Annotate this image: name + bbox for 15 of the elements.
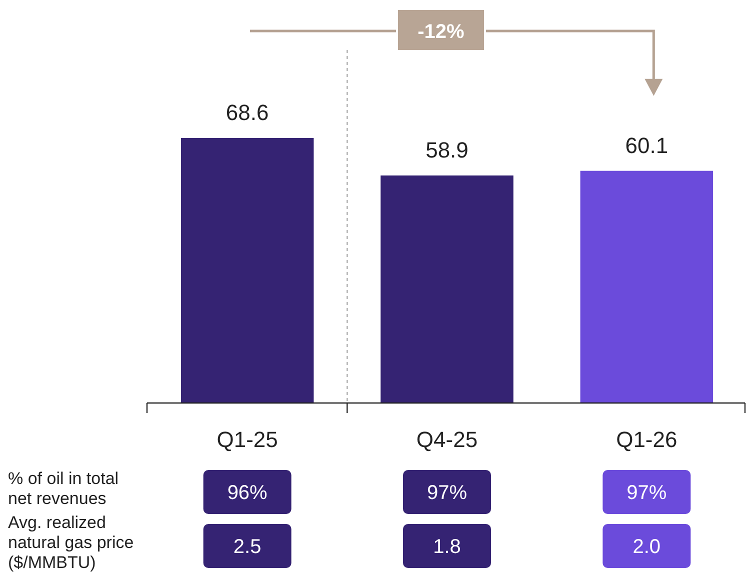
text: Avg. realized natural gas price ($/MMBTU) [8, 513, 134, 572]
text: 97% [426, 482, 468, 504]
x-tick-label: Q4-25 [416, 427, 478, 452]
text: -12% [418, 21, 465, 43]
data-label: 68.6 [226, 100, 269, 125]
text: % of oil in total net revenues [8, 469, 119, 508]
text: 1.8 [433, 536, 461, 558]
data-label: 60.1 [625, 132, 668, 158]
text: 97% [626, 482, 667, 504]
data-label: 58.9 [426, 137, 468, 162]
text: 2.0 [632, 536, 661, 558]
text: 96% [227, 482, 268, 504]
text: 2.5 [233, 536, 262, 558]
x-tick-label: Q1-26 [616, 427, 678, 452]
x-tick-label: Q1-25 [216, 427, 278, 452]
